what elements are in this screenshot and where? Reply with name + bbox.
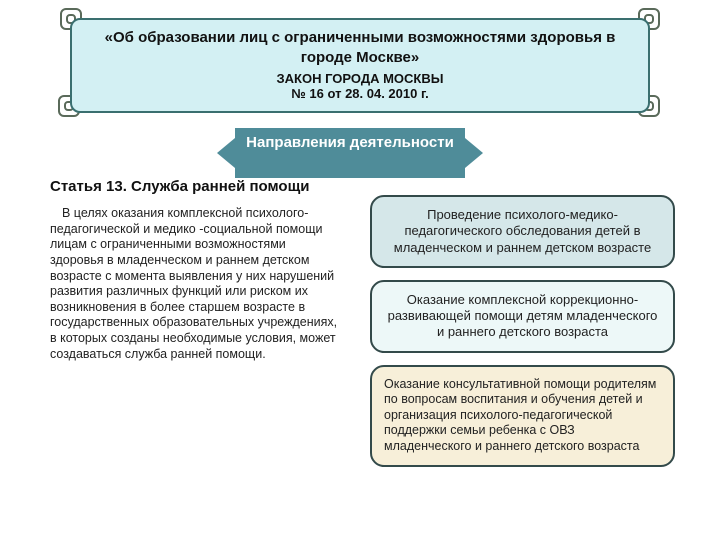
info-box-2: Оказание комплексной коррекционно-развив… [370,280,675,353]
arrow-right-icon [465,138,483,168]
right-column: Проведение психолого-медико-педагогическ… [370,195,675,467]
info-box-1: Проведение психолого-медико-педагогическ… [370,195,675,268]
header-ref-line: № 16 от 28. 04. 2010 г. [86,86,634,101]
header-title: «Об образовании лиц с ограниченными возм… [86,28,634,67]
info-box-3: Оказание консультативной помощи родителя… [370,365,675,467]
arrow-label: Направления деятельности [246,134,454,151]
arrow-left-icon [217,138,235,168]
left-column: Статья 13. Служба ранней помощи В целях … [50,178,340,362]
arrow-block: Направления деятельности [235,128,465,178]
header-law-line: ЗАКОН ГОРОДА МОСКВЫ [86,71,634,86]
article-title: Статья 13. Служба ранней помощи [50,178,340,196]
header-box: «Об образовании лиц с ограниченными возм… [70,18,650,113]
article-body: В целях оказания комплексной психолого-п… [50,206,340,362]
